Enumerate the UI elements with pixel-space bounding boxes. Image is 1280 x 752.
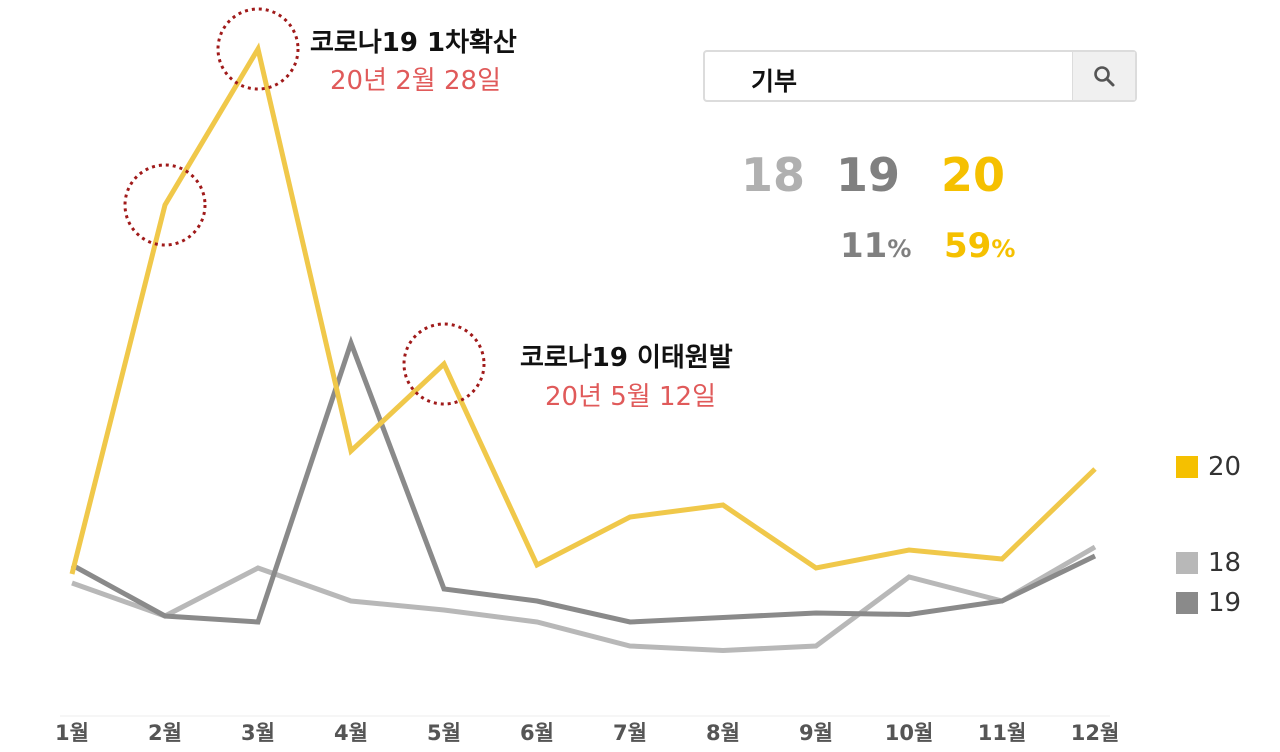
search-box[interactable]: 기부 bbox=[703, 50, 1137, 102]
legend-swatch bbox=[1176, 456, 1198, 478]
x-tick-label: 6월 bbox=[520, 721, 554, 745]
x-tick-label: 11월 bbox=[978, 721, 1027, 745]
year-label-20: 20 bbox=[941, 148, 1006, 202]
x-tick-label: 3월 bbox=[241, 721, 275, 745]
search-icon bbox=[1094, 66, 1115, 87]
series-line-20 bbox=[69, 42, 1097, 575]
legend-swatch bbox=[1176, 592, 1198, 614]
highlight-circle-1 bbox=[123, 163, 207, 247]
x-tick-label: 9월 bbox=[799, 721, 833, 745]
legend-item-18: 18 bbox=[1176, 548, 1241, 578]
legend-swatch bbox=[1176, 552, 1198, 574]
x-tick-label: 5월 bbox=[427, 721, 461, 745]
x-tick-label: 10월 bbox=[885, 721, 934, 745]
percent-19: 11% bbox=[840, 226, 912, 266]
highlight-circle-3 bbox=[402, 322, 486, 406]
x-tick-label: 2월 bbox=[148, 721, 182, 745]
year-label-19: 19 bbox=[836, 148, 901, 202]
percent-20: 59% bbox=[944, 226, 1016, 266]
annotation-date-2: 20년 5월 12일 bbox=[545, 382, 716, 412]
search-input[interactable]: 기부 bbox=[751, 67, 798, 96]
annotation-title-2: 코로나19 이태원발 bbox=[520, 343, 733, 373]
x-tick-label: 12월 bbox=[1071, 721, 1120, 745]
series-line-19 bbox=[70, 335, 1097, 625]
search-button[interactable] bbox=[1072, 52, 1135, 100]
series-line-18 bbox=[71, 544, 1097, 654]
year-label-18: 18 bbox=[741, 148, 806, 202]
legend-item-20: 20 bbox=[1176, 452, 1241, 482]
x-tick-label: 1월 bbox=[55, 721, 89, 745]
x-tick-label: 4월 bbox=[334, 721, 368, 745]
annotation-date-1: 20년 2월 28일 bbox=[330, 66, 501, 96]
x-tick-label: 7월 bbox=[613, 721, 647, 745]
legend-item-19: 19 bbox=[1176, 588, 1241, 618]
highlight-circle-2 bbox=[216, 7, 300, 91]
annotation-title-1: 코로나19 1차확산 bbox=[310, 28, 517, 58]
x-tick-label: 8월 bbox=[706, 721, 740, 745]
